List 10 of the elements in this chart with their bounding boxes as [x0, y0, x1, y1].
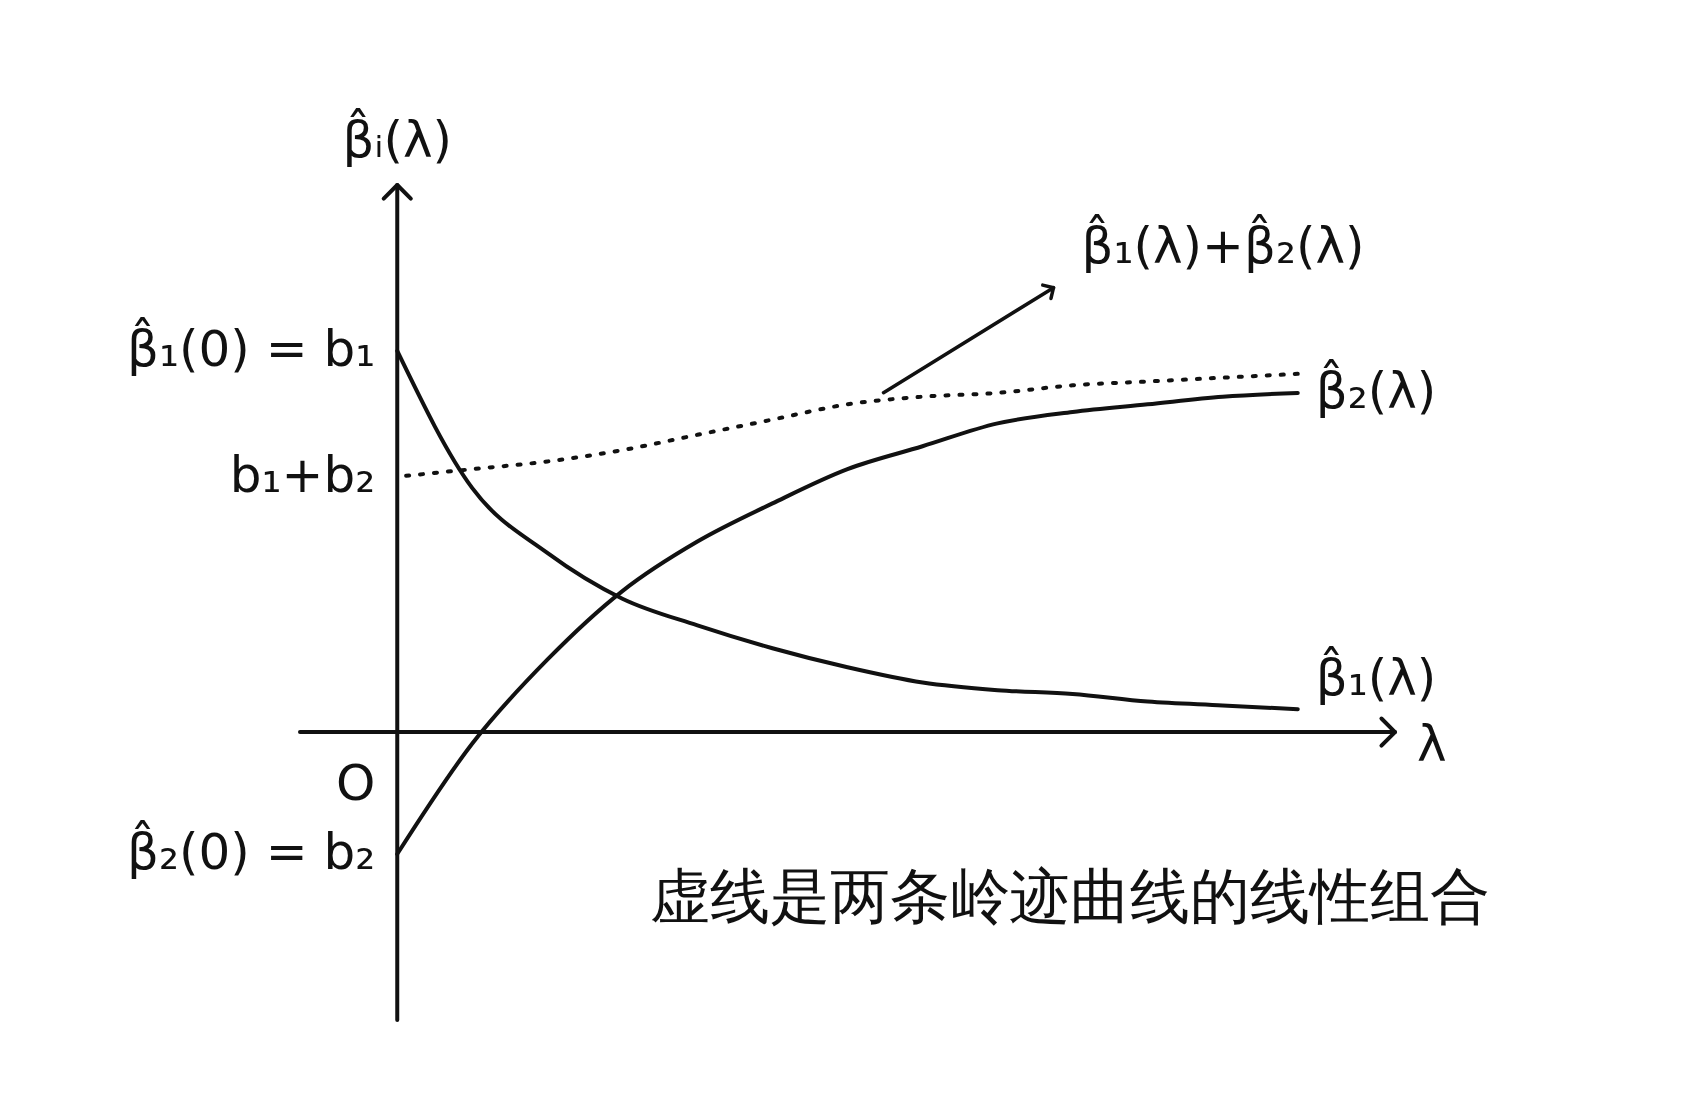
annotation: O — [335, 754, 376, 813]
annotation: β̂₁(0) = b₁ — [127, 316, 376, 378]
annotation: β̂₂(0) = b₂ — [127, 819, 376, 882]
series-label: β̂₂(λ) — [1315, 358, 1437, 420]
text: β̂₁(λ)+β̂₂(λ) — [1081, 213, 1365, 275]
series-label: β̂₁(λ) — [1315, 646, 1437, 708]
text: 虚线是两条岭迹曲线的线性组合 — [650, 860, 1491, 931]
x-axis-title: λ — [1417, 715, 1447, 774]
y-axis-title: β̂ᵢ(λ) — [342, 107, 452, 169]
annotation: b₁+b₂ — [229, 445, 376, 504]
